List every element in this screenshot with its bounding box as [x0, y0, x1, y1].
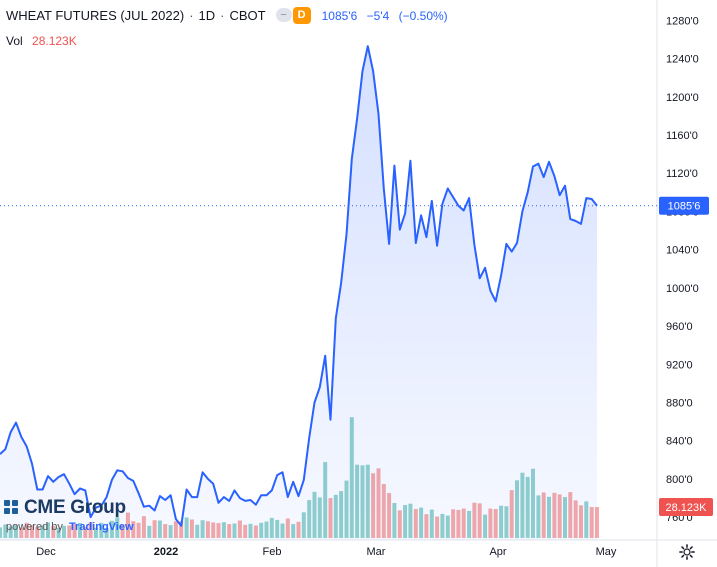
- x-tick-label: Dec: [36, 546, 56, 558]
- powered-by: powered by TradingView: [6, 521, 134, 533]
- y-axis-ticks: 760'0800'0840'0880'0920'0960'01000'01040…: [666, 15, 699, 524]
- current-price-label: 1085'6: [659, 196, 709, 215]
- x-tick-label: Apr: [489, 546, 506, 558]
- y-tick-label: 1160'0: [666, 130, 698, 142]
- volume-label: Vol: [6, 34, 23, 48]
- cme-globe-icon: [4, 500, 20, 516]
- chart-header: WHEAT FUTURES (JUL 2022) · 1D · CBOT − D…: [6, 7, 454, 24]
- price-change: −5'4: [366, 8, 390, 23]
- y-tick-label: 880'0: [666, 398, 693, 410]
- symbol-title[interactable]: WHEAT FUTURES (JUL 2022): [6, 8, 185, 23]
- separator: ·: [220, 8, 225, 23]
- x-tick-label: May: [596, 546, 617, 558]
- y-tick-label: 840'0: [666, 436, 693, 448]
- minus-icon[interactable]: −: [275, 8, 292, 22]
- y-tick-label: 1200'0: [666, 92, 699, 104]
- powered-by-label: powered by: [6, 521, 63, 533]
- price-change-percent: (−0.50%): [398, 8, 448, 23]
- y-tick-label: 1000'0: [666, 283, 699, 295]
- y-tick-label: 1280'0: [666, 15, 699, 27]
- current-price-text: 1085'6: [668, 201, 701, 213]
- gear-icon[interactable]: [678, 543, 696, 561]
- price-area-fill: [0, 46, 597, 540]
- last-price: 1085'6: [321, 8, 358, 23]
- y-tick-label: 800'0: [666, 474, 693, 486]
- price-line[interactable]: [0, 45, 598, 527]
- volume-legend: Vol 28.123K: [6, 34, 77, 48]
- x-axis-ticks: Dec 2022 Feb Mar Apr May: [36, 546, 617, 558]
- tradingview-link[interactable]: TradingView: [68, 521, 134, 533]
- current-volume-text: 28.123K: [666, 502, 708, 514]
- y-tick-label: 1120'0: [666, 168, 698, 180]
- interval[interactable]: 1D: [198, 8, 216, 23]
- data-toggle[interactable]: − D: [275, 7, 312, 24]
- current-volume-label: 28.123K: [659, 498, 713, 516]
- x-tick-label: 2022: [154, 546, 178, 558]
- x-tick-label: Mar: [367, 546, 386, 558]
- delayed-badge: D: [292, 7, 311, 24]
- y-tick-label: 1040'0: [666, 245, 699, 257]
- volume-value: 28.123K: [32, 34, 77, 48]
- y-tick-label: 960'0: [666, 321, 693, 333]
- y-tick-label: 1240'0: [666, 54, 699, 66]
- y-tick-label: 920'0: [666, 359, 693, 371]
- cme-group-logo: CME Group: [4, 497, 126, 519]
- quote-values: 1085'6 −5'4 (−0.50%): [322, 9, 454, 23]
- x-tick-label: Feb: [263, 546, 282, 558]
- logo-text: CME Group: [24, 497, 126, 518]
- separator: ·: [189, 8, 194, 23]
- exchange: CBOT: [229, 8, 266, 23]
